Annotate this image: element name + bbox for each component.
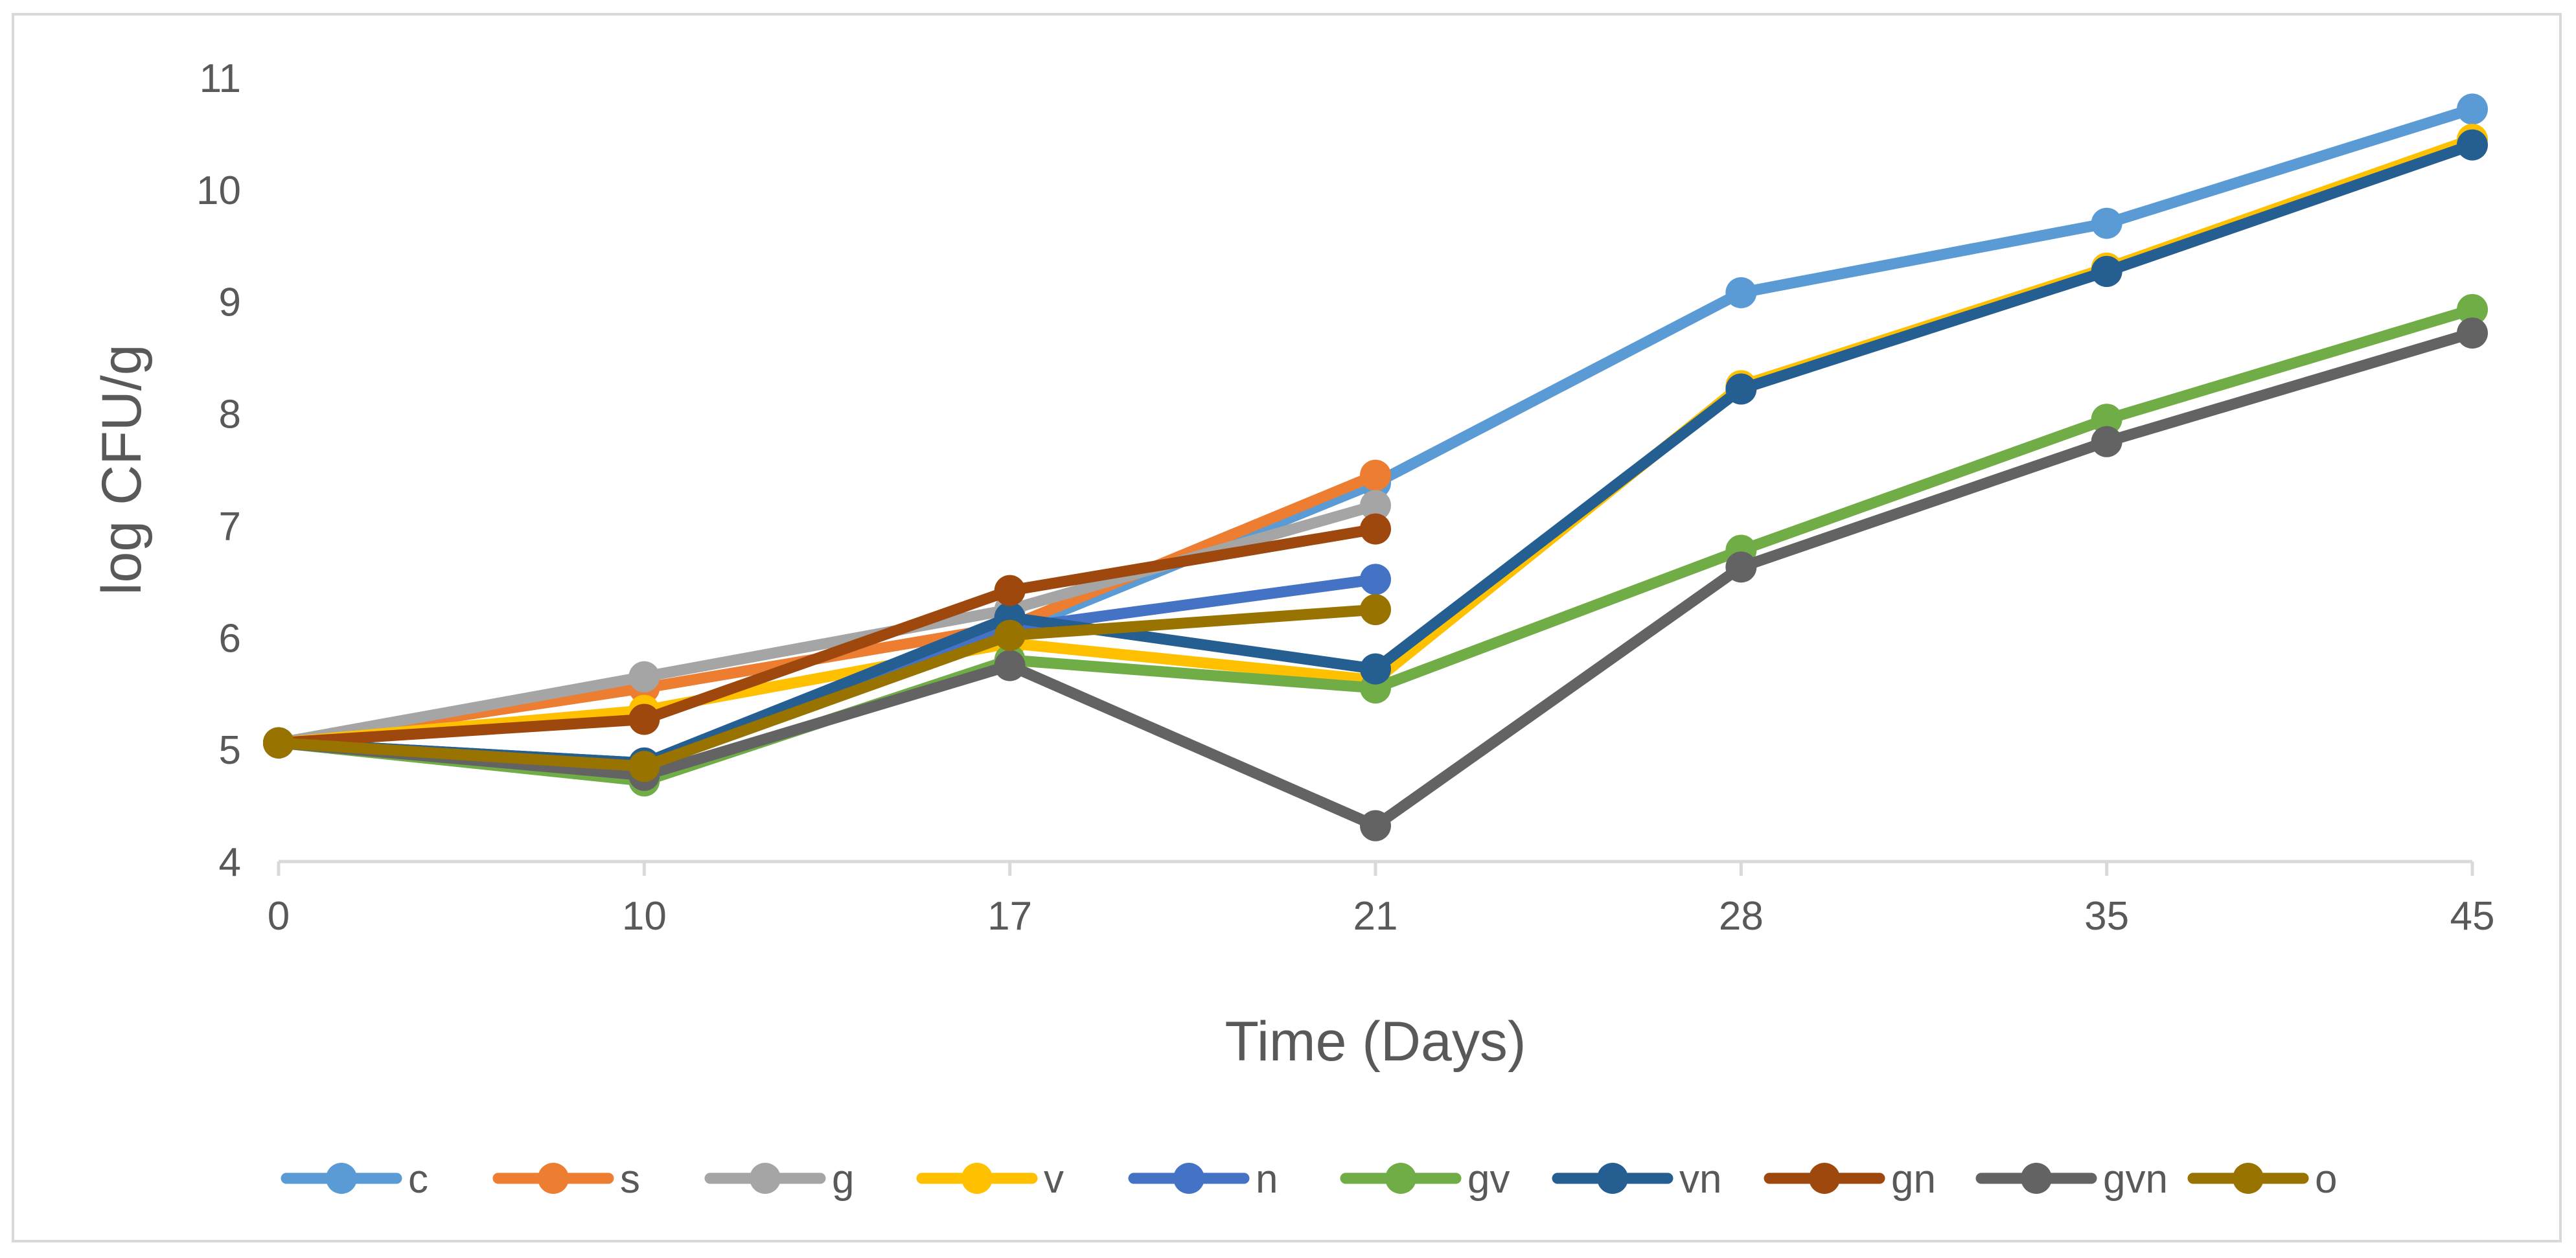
data-point-gn bbox=[1360, 513, 1391, 545]
legend-marker bbox=[1597, 1163, 1628, 1194]
legend-label: g bbox=[832, 1157, 854, 1202]
x-axis-title: Time (Days) bbox=[1225, 1011, 1526, 1073]
data-point-n bbox=[1360, 564, 1391, 595]
legend-item-gv: gv bbox=[1340, 1157, 1510, 1202]
series-line-gn bbox=[273, 523, 1381, 749]
y-tick-label: 9 bbox=[219, 280, 241, 325]
legend-marker bbox=[1385, 1163, 1416, 1194]
data-point-s bbox=[1360, 459, 1391, 491]
data-point-gv bbox=[2091, 404, 2122, 435]
legend-item-gvn: gvn bbox=[1975, 1157, 2168, 1202]
legend-marker bbox=[750, 1163, 781, 1194]
y-tick-label: 7 bbox=[219, 504, 241, 549]
y-tick-label: 11 bbox=[200, 56, 241, 101]
data-point-o bbox=[263, 727, 294, 759]
legend-item-n: n bbox=[1128, 1157, 1278, 1202]
x-tick-label: 0 bbox=[268, 894, 290, 939]
x-tick-label: 28 bbox=[1719, 894, 1764, 939]
legend-label: s bbox=[620, 1157, 640, 1202]
legend-label: vn bbox=[1679, 1157, 1721, 1202]
data-point-o bbox=[1360, 594, 1391, 626]
legend-item-s: s bbox=[492, 1157, 640, 1202]
data-point-gvn bbox=[2457, 317, 2488, 349]
data-point-c bbox=[2091, 207, 2122, 239]
x-tick-label: 17 bbox=[987, 894, 1032, 939]
data-point-vn bbox=[2457, 129, 2488, 161]
series-o bbox=[263, 594, 1391, 783]
legend-item-g: g bbox=[704, 1157, 854, 1202]
series-layer bbox=[263, 93, 2488, 841]
legend-label: o bbox=[2315, 1157, 2337, 1202]
x-tick-label: 45 bbox=[2450, 894, 2495, 939]
legend-marker bbox=[1173, 1163, 1204, 1194]
y-tick-label: 4 bbox=[219, 840, 241, 885]
y-tick-label: 5 bbox=[219, 728, 241, 773]
legend-marker bbox=[2021, 1163, 2052, 1194]
legend-marker bbox=[326, 1163, 357, 1194]
x-tick-label: 21 bbox=[1353, 894, 1398, 939]
legend-marker bbox=[961, 1163, 993, 1194]
x-tick-label: 35 bbox=[2084, 894, 2129, 939]
data-point-o bbox=[628, 751, 660, 783]
legend-label: n bbox=[1256, 1157, 1278, 1202]
legend-label: v bbox=[1044, 1157, 1064, 1202]
legend-label: gvn bbox=[2103, 1157, 2168, 1202]
data-point-gvn bbox=[1725, 551, 1757, 583]
data-point-vn bbox=[1725, 373, 1757, 405]
data-point-gvn bbox=[1360, 810, 1391, 841]
legend-label: gv bbox=[1467, 1157, 1510, 1202]
y-tick-label: 8 bbox=[219, 393, 241, 437]
legend-item-c: c bbox=[281, 1157, 428, 1202]
data-point-c bbox=[1725, 277, 1757, 308]
data-point-gn bbox=[994, 575, 1026, 606]
y-tick-label: 6 bbox=[219, 616, 241, 661]
chart-area: 0 10 17 21 28 35 45 4 5 6 7 8 9 10 11 log CFU/g Time (… bbox=[12, 13, 2562, 1242]
legend-marker bbox=[2233, 1163, 2264, 1194]
legend-label: gn bbox=[1891, 1157, 1936, 1202]
legend-item-gn: gn bbox=[1764, 1157, 1936, 1202]
data-point-c bbox=[2457, 93, 2488, 125]
data-point-gn bbox=[628, 703, 660, 735]
legend-marker bbox=[538, 1163, 569, 1194]
data-point-o bbox=[994, 619, 1026, 651]
legend-item-o: o bbox=[2187, 1157, 2337, 1202]
data-point-gvn bbox=[2091, 426, 2122, 457]
data-point-gv bbox=[2457, 293, 2488, 325]
data-point-vn bbox=[1360, 653, 1391, 685]
data-point-vn bbox=[2091, 256, 2122, 288]
series-line-o bbox=[273, 604, 1381, 772]
y-axis-title: log CFU/g bbox=[91, 344, 153, 595]
series-line-v bbox=[273, 133, 2478, 749]
data-point-g bbox=[628, 661, 660, 692]
x-tick-label: 10 bbox=[622, 894, 667, 939]
legend-label: c bbox=[408, 1157, 428, 1202]
legend-item-v: v bbox=[916, 1157, 1064, 1202]
legend-item-vn: vn bbox=[1552, 1157, 1721, 1202]
data-point-g bbox=[1360, 490, 1391, 521]
data-point-gvn bbox=[994, 650, 1026, 681]
y-tick-label: 10 bbox=[196, 168, 241, 213]
legend: c s g v n gv vn gn gvn o bbox=[281, 1157, 2337, 1202]
legend-marker bbox=[1809, 1163, 1840, 1194]
